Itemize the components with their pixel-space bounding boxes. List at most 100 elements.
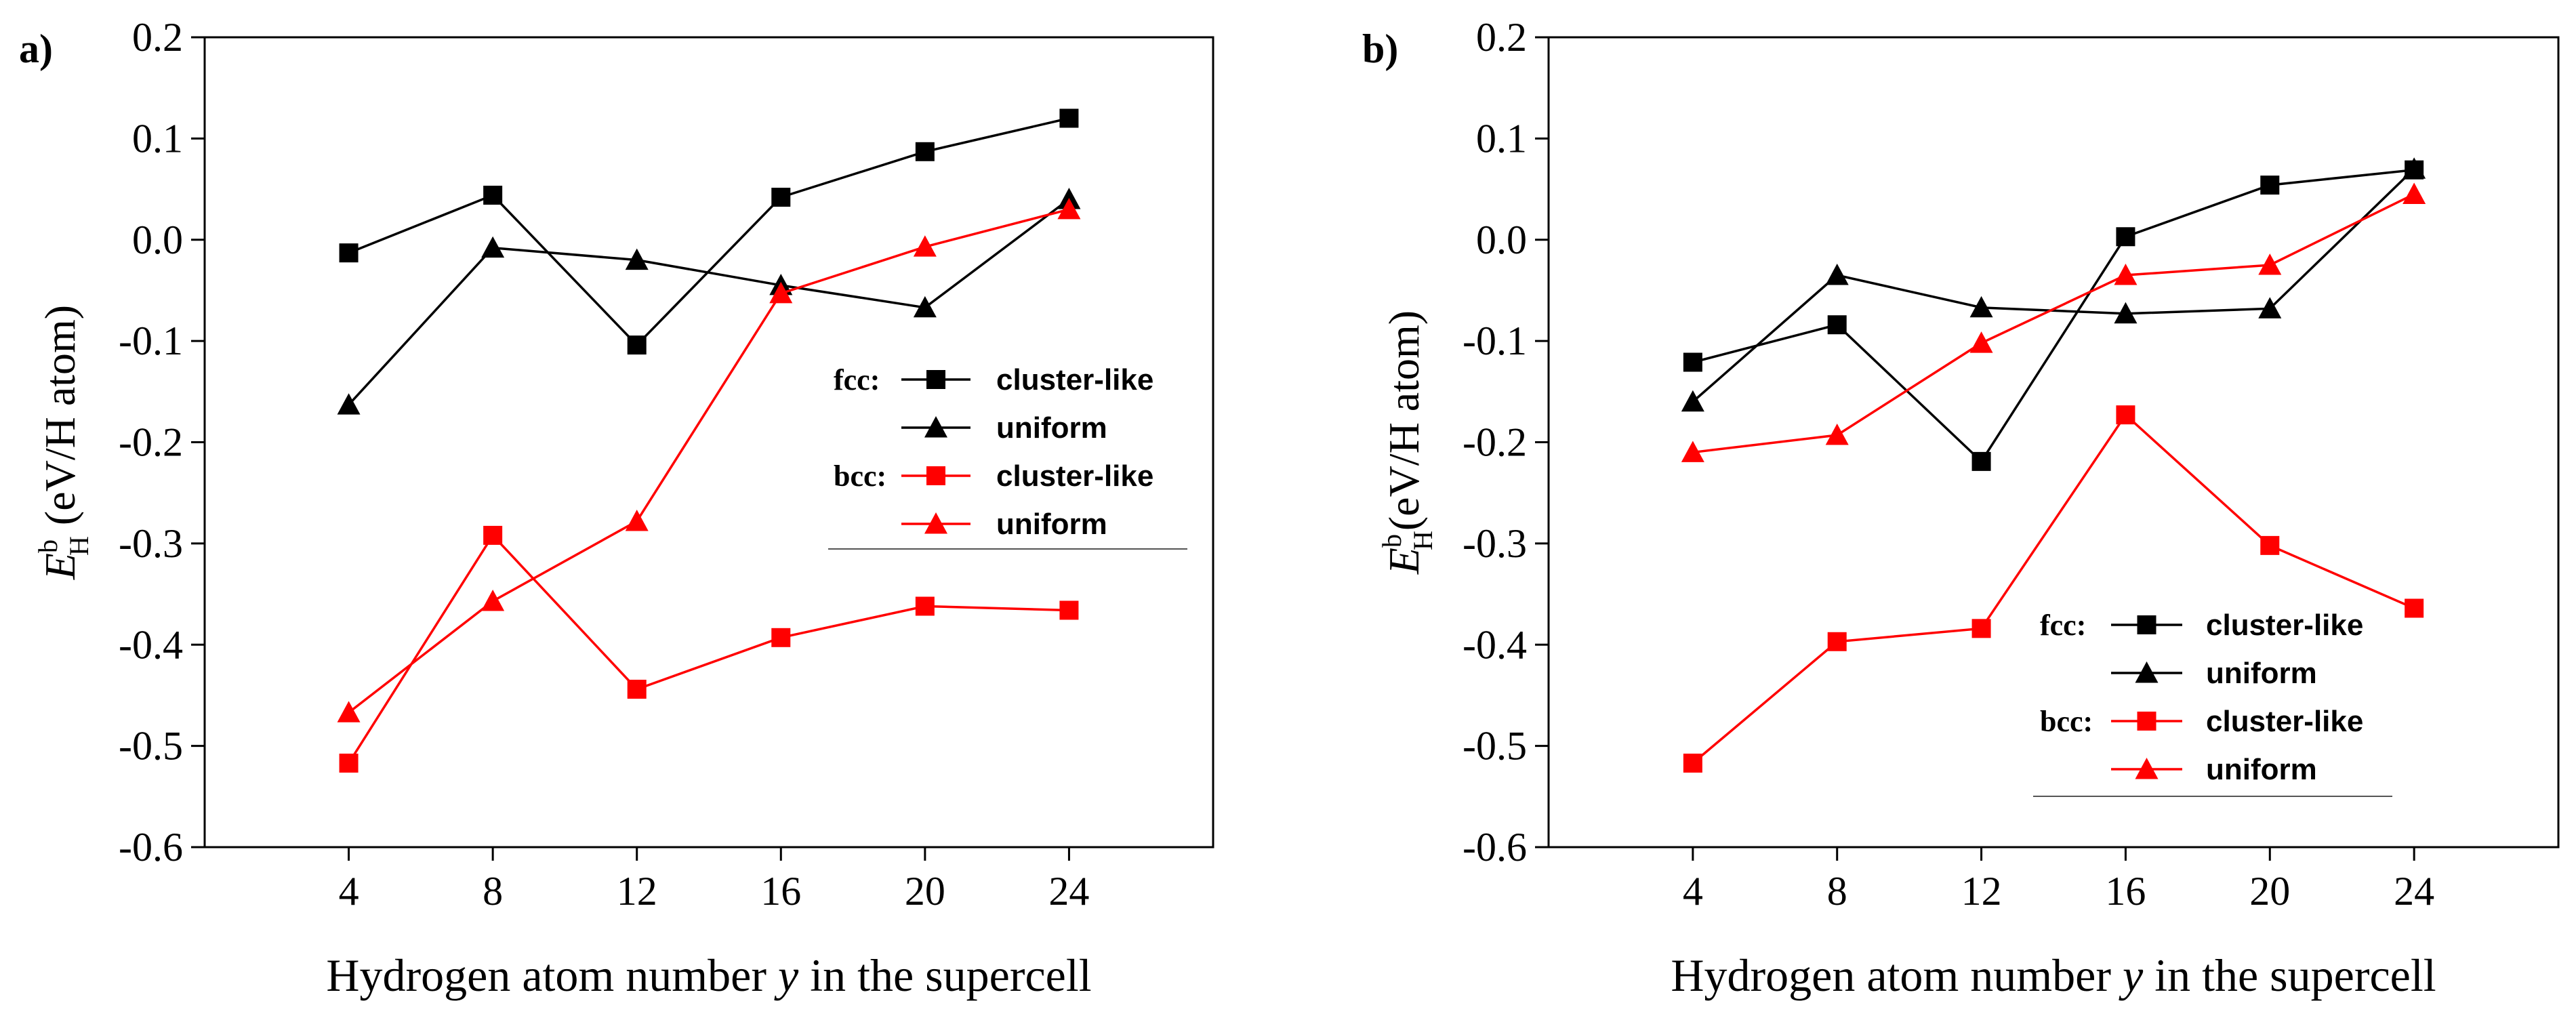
data-point [1969,331,1993,353]
data-point [481,236,505,258]
chart-panel-b: -0.6 -0.5 -0.4 -0.3 -0.2 -0.1 0.0 0.1 0.2 4 8 12 16 2… [1362,15,2560,1001]
x-tick-label: 16 [760,869,801,914]
y-tick-label: 0.2 [1476,15,1527,60]
data-point [2114,264,2138,285]
legend-label: uniform [996,411,1107,445]
x-tick-label: 12 [1961,869,2002,914]
x-tick-label: 8 [483,869,503,914]
legend-marker [2135,758,2159,779]
y-tick-label: 0.0 [132,218,183,262]
y-axis-unit: (eV/H atom) [36,305,84,536]
x-axis-title: Hydrogen atom number y in the supercell [1671,949,2436,1001]
legend-entry: uniform [901,411,1107,445]
data-point [769,281,793,304]
y-tick-label: -0.3 [1463,521,1527,566]
data-point [627,335,647,355]
y-tick-label: 0.2 [132,15,183,60]
y-tick-label: 0.1 [1476,116,1527,161]
legend-entry: uniform [2111,753,2317,786]
data-point [915,596,935,616]
chart-panel-a: -0.6 -0.5 -0.4 -0.3 -0.2 -0.1 0.0 0.1 0.2 4 8 12 16 2… [19,15,1214,1001]
data-point [913,295,937,318]
legend-marker [2135,661,2159,683]
data-point [2405,598,2424,618]
series-line [1692,413,2415,764]
series-line [1692,167,2415,403]
data-point [1059,600,1079,620]
data-point [771,188,791,207]
data-point [1683,352,1702,372]
data-point [481,590,505,611]
x-axis-title-text: Hydrogen atom number [1671,949,2123,1001]
y-tick-label: -0.3 [119,521,183,566]
y-tick-label: -0.1 [119,319,183,363]
data-point [2260,176,2280,195]
data-point [2260,535,2280,555]
legend-label: cluster-like [2206,609,2363,642]
y-tick-label: -0.5 [119,724,183,769]
x-axis-variable: y [2119,949,2144,1001]
y-tick-label: -0.6 [1463,825,1527,870]
y-tick-label: -0.4 [1463,622,1527,667]
data-point [337,701,361,722]
y-axis-subscript: H [1408,531,1438,550]
x-axis-title-text: in the supercell [2143,949,2436,1001]
series-fcc-cluster-like [339,108,1079,355]
legend-label: uniform [2206,657,2317,690]
x-tick-label: 4 [339,869,359,914]
x-axis-variable: y [774,949,799,1001]
legend-entry: bcc: cluster-like [2040,705,2363,738]
legend-group-label: fcc: [834,363,880,396]
legend-label: cluster-like [2206,705,2363,738]
y-axis-superscript: b [33,539,63,553]
x-tick-label: 24 [2394,869,2434,914]
y-tick-label: 0.0 [1476,218,1527,262]
legend-label: cluster-like [996,363,1153,396]
series-fcc-uniform [1681,157,2426,412]
data-point [1971,619,1991,638]
y-tick-label: -0.2 [119,420,183,465]
data-point [1825,264,1849,285]
y-tick-label: -0.1 [1463,319,1527,363]
data-point [1969,295,1993,318]
legend-label: uniform [2206,753,2317,786]
x-axis-title-text: in the supercell [798,949,1091,1001]
x-tick-label: 12 [617,869,657,914]
series-line [348,117,1069,347]
y-tick-label: -0.2 [1463,420,1527,465]
data-point [483,525,503,545]
data-point [1681,441,1704,462]
legend-marker [2137,615,2156,634]
y-axis-unit: (eV/H atom) [1380,310,1428,531]
x-axis-title-text: Hydrogen atom number [326,949,778,1001]
series-line [348,208,1069,714]
data-point [2403,182,2426,204]
data-point [625,510,649,531]
legend-marker [924,416,947,438]
series-fcc-uniform [337,188,1081,415]
legend-group-label: bcc: [2040,705,2093,738]
y-axis-superscript: b [1376,534,1407,548]
series-bcc-cluster-like [1683,405,2424,773]
y-tick-label: 0.1 [132,116,183,161]
series-bcc-cluster-like [339,525,1079,773]
data-point [2116,227,2135,247]
series-bcc-uniform [1681,182,2426,462]
x-tick-label: 20 [2249,869,2290,914]
data-point [625,248,649,270]
legend-group-label: fcc: [2040,609,2086,642]
data-point [337,393,361,415]
legend-entry: uniform [2111,657,2317,690]
legend-entry: fcc: cluster-like [834,363,1153,396]
data-point [339,243,359,263]
data-point [1827,315,1847,335]
series-fcc-cluster-like [1683,160,2424,471]
legend-entry: fcc: cluster-like [2040,609,2363,642]
y-axis-subscript: H [64,536,94,556]
legend-entry: uniform [901,508,1107,541]
x-tick-label: 24 [1048,869,1089,914]
data-point [771,628,791,647]
x-tick-label: 4 [1683,869,1703,914]
x-tick-label: 16 [2105,869,2146,914]
data-point [2116,405,2135,425]
